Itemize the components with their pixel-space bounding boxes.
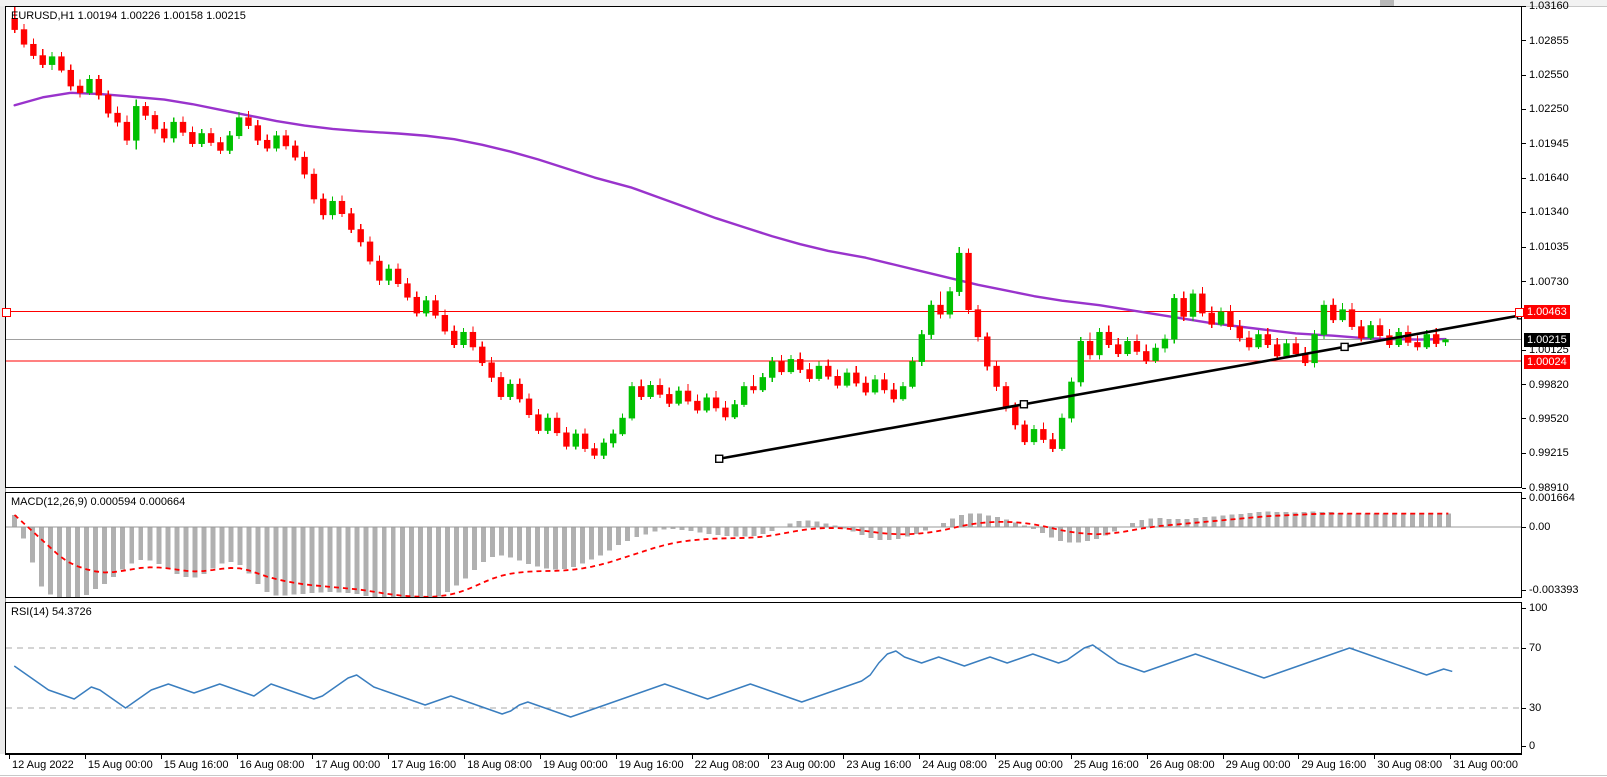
macd-indicator-panel[interactable]: MACD(12,26,9) 0.000594 0.000664	[5, 492, 1522, 598]
time-axis-label: 16 Aug 08:00	[239, 759, 305, 771]
time-axis-label: 17 Aug 16:00	[391, 759, 457, 771]
time-axis-label: 29 Aug 16:00	[1301, 759, 1367, 771]
time-tick-mark	[539, 755, 541, 759]
window-bottom-border	[0, 775, 1607, 776]
time-axis-label: 25 Aug 00:00	[998, 759, 1063, 771]
rsi-tick: 100	[1522, 602, 1547, 614]
time-tick-mark	[843, 755, 845, 759]
time-tick-mark	[1222, 755, 1224, 759]
price-tick: 0.99215	[1522, 447, 1569, 460]
price-tick: 1.02855	[1522, 35, 1569, 47]
time-axis-label: 30 Aug 08:00	[1377, 759, 1443, 771]
macd-label: MACD(12,26,9) 0.000594 0.000664	[11, 496, 186, 508]
price-level-handle-left[interactable]	[2, 307, 11, 317]
price-level-tag[interactable]: 1.00463	[1524, 304, 1570, 319]
time-axis-label: 19 Aug 00:00	[542, 759, 608, 771]
time-tick-mark	[312, 755, 314, 759]
time-axis-label: 18 Aug 08:00	[467, 759, 532, 771]
price-tick: 1.01340	[1522, 206, 1569, 219]
symbol-header-label: EURUSD,H1 1.00194 1.00226 1.00158 1.0021…	[11, 10, 246, 22]
time-axis-label: 24 Aug 08:00	[922, 759, 988, 771]
rsi-plot	[6, 644, 1521, 718]
time-tick-mark	[388, 755, 390, 759]
time-tick-mark	[236, 755, 238, 759]
price-scale[interactable]: 1.03160 1.02855 1.02550 1.02250 1.01945 1.016…	[1522, 0, 1607, 494]
time-tick-mark	[464, 755, 466, 759]
time-axis-label: 12 Aug 2022	[12, 759, 74, 771]
time-tick-mark	[615, 755, 617, 759]
price-tick: 1.01035	[1522, 241, 1569, 253]
price-tick: 0.98910	[1522, 482, 1569, 494]
time-axis-label: 31 Aug 00:00	[1453, 759, 1518, 771]
rsi-tick: 70	[1522, 642, 1541, 654]
time-tick-mark	[1450, 755, 1452, 759]
time-tick-mark	[691, 755, 693, 759]
price-tick: 1.00730	[1522, 276, 1569, 288]
rsi-scale: 100 70 30 0	[1522, 602, 1607, 754]
time-axis-label: 29 Aug 00:00	[1225, 759, 1291, 771]
time-tick-mark	[1374, 755, 1376, 759]
price-tick: 1.01945	[1522, 138, 1569, 150]
price-tick: 1.00125	[1522, 344, 1569, 356]
price-tick: 0.99820	[1522, 379, 1569, 391]
current-price-tag[interactable]: 1.00215	[1524, 332, 1570, 347]
macd-tick: -0.003393	[1522, 584, 1579, 596]
rsi-label: RSI(14) 54.3726	[11, 606, 92, 618]
time-axis[interactable]: 12 Aug 2022 15 Aug 00:00 15 Aug 16:00 16 Au…	[5, 754, 1522, 777]
time-axis-label: 23 Aug 00:00	[770, 759, 836, 771]
macd-tick: 0.00	[1522, 521, 1550, 533]
time-axis-label: 22 Aug 08:00	[694, 759, 760, 771]
time-tick-mark	[1070, 755, 1072, 759]
price-tick: 1.01640	[1522, 172, 1569, 184]
time-tick-mark	[767, 755, 769, 759]
price-level-handle[interactable]	[1515, 307, 1524, 317]
time-tick-mark	[919, 755, 921, 759]
rsi-indicator-panel[interactable]: RSI(14) 54.3726	[5, 602, 1522, 754]
time-tick-mark	[84, 755, 86, 759]
macd-tick: 0.001664	[1522, 492, 1575, 504]
time-tick-mark	[1146, 755, 1148, 759]
price-tick: 0.99520	[1522, 413, 1569, 425]
time-tick-mark	[1298, 755, 1300, 759]
rsi-tick: 0	[1522, 740, 1535, 752]
time-axis-label: 26 Aug 08:00	[1149, 759, 1215, 771]
time-axis-label: 19 Aug 16:00	[618, 759, 684, 771]
macd-plot	[6, 511, 1521, 597]
rsi-tick: 30	[1522, 702, 1541, 714]
time-tick-mark	[9, 755, 10, 759]
price-level-tag[interactable]: 1.00024	[1524, 354, 1570, 369]
price-tick: 1.02550	[1522, 69, 1569, 81]
time-axis-label: 17 Aug 00:00	[315, 759, 381, 771]
scrollbar-thumb[interactable]	[1380, 0, 1394, 6]
time-tick-mark	[160, 755, 162, 759]
macd-scale: 0.001664 0.00 -0.003393	[1522, 492, 1607, 598]
price-tick: 1.02250	[1522, 103, 1569, 115]
time-tick-mark	[995, 755, 997, 759]
time-axis-label: 15 Aug 16:00	[163, 759, 229, 771]
time-axis-label: 25 Aug 16:00	[1073, 759, 1139, 771]
time-axis-label: 23 Aug 16:00	[846, 759, 912, 771]
price-chart-panel[interactable]: EURUSD,H1 1.00194 1.00226 1.00158 1.0021…	[5, 6, 1522, 488]
candlestick-plot	[6, 7, 1521, 463]
price-tick: 1.03160	[1522, 0, 1569, 12]
time-axis-label: 15 Aug 00:00	[87, 759, 153, 771]
